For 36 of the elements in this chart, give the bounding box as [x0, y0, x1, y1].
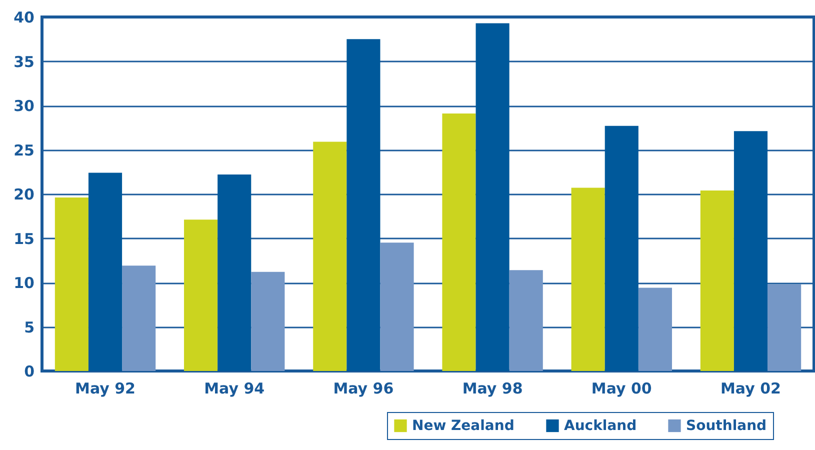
y-tick-label: 30 — [14, 97, 34, 115]
y-tick-label: 0 — [24, 362, 34, 380]
y-tick-label: 35 — [14, 52, 34, 71]
bar — [700, 190, 734, 371]
x-tick-label: May 98 — [462, 380, 523, 398]
y-tick-label: 10 — [14, 274, 34, 292]
x-tick-label: May 02 — [720, 380, 781, 398]
legend-label: Southland — [686, 418, 767, 434]
bar — [380, 242, 414, 371]
y-tick-label: 25 — [14, 141, 34, 160]
bar — [346, 39, 380, 371]
y-tick-label: 20 — [14, 186, 34, 204]
y-tick-label: 15 — [14, 230, 34, 248]
bar — [442, 113, 476, 371]
legend-label: Auckland — [564, 418, 637, 434]
x-tick-label: May 92 — [75, 380, 136, 398]
y-tick-label: 5 — [24, 318, 34, 336]
bar — [571, 188, 605, 371]
x-tick-label: May 96 — [333, 380, 394, 398]
bar — [122, 266, 156, 371]
y-tick-label: 40 — [14, 8, 34, 26]
bar — [184, 220, 218, 371]
legend-label: New Zealand — [412, 418, 514, 434]
bar — [638, 288, 672, 371]
bar — [509, 270, 543, 371]
bar — [54, 198, 88, 371]
x-tick-label: May 94 — [204, 380, 265, 398]
bar — [604, 126, 638, 371]
bar — [734, 131, 768, 371]
bar — [768, 284, 802, 371]
bar — [218, 174, 252, 371]
bar — [476, 23, 510, 371]
bar — [251, 272, 285, 371]
bar — [313, 142, 347, 371]
x-tick-label: May 00 — [591, 380, 652, 398]
bar — [88, 172, 122, 371]
